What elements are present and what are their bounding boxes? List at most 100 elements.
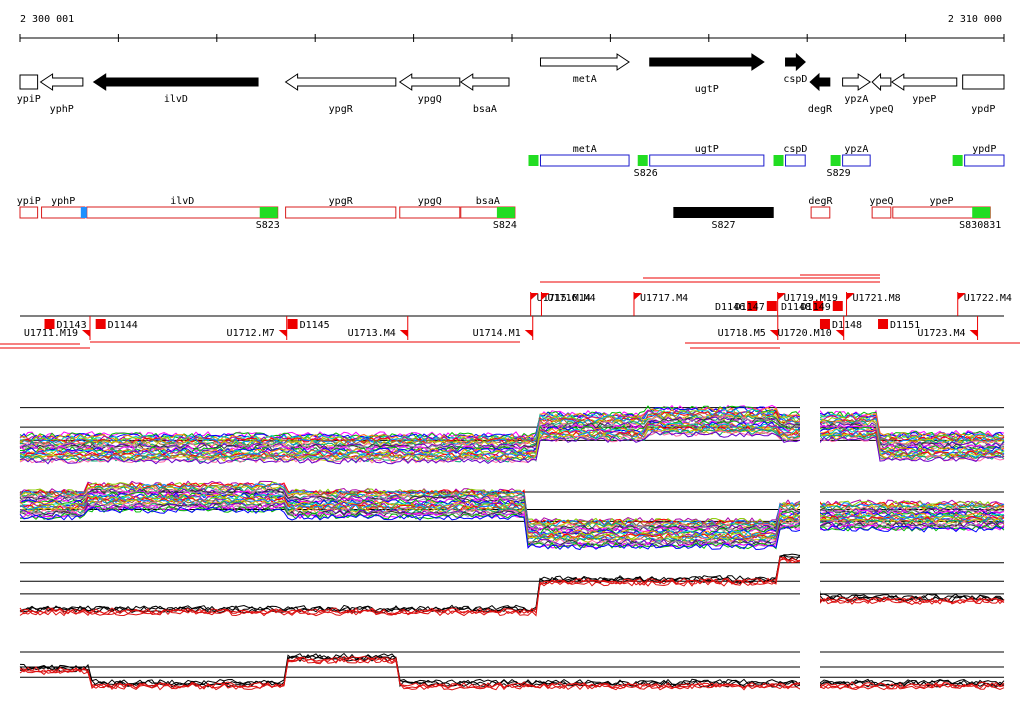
feature-marker	[530, 293, 539, 300]
feature-label: D1148	[781, 302, 811, 313]
feature-label: D1151	[890, 320, 920, 331]
profile-line	[19, 421, 1005, 455]
gene-arrow	[809, 72, 831, 92]
profile-line	[19, 556, 1005, 615]
expression-profile-panels	[19, 386, 1005, 704]
feature-marker	[878, 319, 889, 329]
feature-marker	[766, 301, 777, 311]
feature-marker	[524, 330, 533, 337]
gene-label: ypgQ	[418, 94, 442, 105]
gene-label: yphP	[50, 104, 74, 115]
transcript-label: ypeQ	[869, 196, 893, 207]
feature-label: U1713.M4	[348, 328, 396, 339]
terminator-mark	[952, 155, 963, 166]
gene-arrow	[785, 52, 806, 72]
transcript-tag: S826	[634, 168, 658, 179]
feature-marker	[832, 301, 843, 311]
transcript-label: ilvD	[170, 196, 194, 207]
profile-line	[19, 558, 1005, 617]
feature-label: D1143	[57, 320, 87, 331]
terminator-mark	[637, 155, 648, 166]
transcript-box	[399, 206, 461, 219]
feature-label: U1720.M10	[778, 328, 832, 339]
transcript-box	[41, 206, 86, 219]
gene-arrow	[890, 73, 958, 91]
profile-line	[19, 413, 1005, 448]
feature-label: U1718.M5	[718, 328, 766, 339]
transcript-tag: S823	[256, 220, 280, 231]
profile-line	[19, 554, 1005, 614]
feature-marker	[633, 293, 642, 300]
transcript-box	[842, 154, 871, 167]
feature-label: U1716.M4	[547, 293, 595, 304]
feature-marker	[44, 319, 55, 329]
gene-label: ypeP	[912, 94, 936, 105]
gene-box	[19, 74, 39, 90]
gene-arrow	[398, 73, 461, 91]
profile-gap	[800, 472, 820, 552]
terminator-mark	[496, 207, 515, 218]
transcript-box	[86, 206, 279, 219]
profile-line	[19, 652, 1005, 687]
feature-marker	[278, 330, 287, 337]
feature-marker	[82, 330, 90, 337]
feature-label: U1711.M19	[24, 328, 78, 339]
transcript-box	[810, 206, 831, 219]
feature-label: U1717.M4	[640, 293, 688, 304]
terminator-mark	[972, 207, 991, 218]
feature-marker	[819, 319, 830, 329]
feature-marker	[835, 330, 844, 337]
gene-arrow	[649, 53, 765, 71]
feature-marker	[541, 293, 550, 300]
gene-label: ilvD	[164, 94, 188, 105]
feature-label: D1144	[108, 320, 138, 331]
feature-marker	[95, 319, 106, 329]
profile-line	[19, 487, 1005, 532]
profile-line	[19, 414, 1005, 449]
feature-label: D1145	[300, 320, 330, 331]
segment-bar	[673, 207, 774, 218]
profile-line	[19, 554, 1005, 613]
transcript-label: yphP	[51, 196, 75, 207]
gene-label: ugtP	[695, 84, 719, 95]
profile-line	[19, 498, 1005, 543]
profile-line	[19, 503, 1005, 547]
transcript-box	[964, 154, 1005, 167]
terminator-mark	[259, 207, 278, 218]
profile-line	[19, 556, 1005, 616]
transcript-label: bsaA	[476, 196, 500, 207]
profile-gap	[800, 542, 820, 626]
profile-gap	[800, 634, 820, 704]
gene-arrow	[539, 53, 630, 71]
promoter-mark	[80, 207, 87, 218]
gene-arrow	[459, 73, 510, 91]
feature-marker	[969, 330, 978, 337]
feature-label: U1714.M1	[473, 328, 521, 339]
segment-track: S827	[673, 207, 774, 231]
profile-line	[19, 407, 1005, 441]
feature-marker	[777, 293, 786, 300]
profile-line	[19, 506, 1005, 551]
profile-line	[19, 656, 1005, 690]
profile-line	[19, 489, 1005, 533]
profile-line	[19, 422, 1005, 457]
transcript-tag: S829	[827, 168, 851, 179]
feature-label: U1723.M4	[917, 328, 965, 339]
feature-label: U1712.M7	[227, 328, 275, 339]
profile-line	[20, 657, 1005, 691]
gene-label: cspD	[783, 74, 807, 85]
feature-marker	[846, 293, 855, 300]
transcript-label: ypeP	[929, 196, 953, 207]
feature-label: U1719.M19	[784, 293, 838, 304]
transcript-label: ypiP	[17, 196, 41, 207]
transcript-label: metA	[573, 144, 597, 155]
profile-line	[19, 430, 1005, 464]
transcript-label: ypdP	[972, 144, 996, 155]
feature-marker	[747, 301, 758, 311]
transcript-label: ypgR	[329, 196, 354, 207]
transcript-plus-track: metA ugtP S826 cspD ypzA S829 ypdP	[528, 144, 1005, 179]
gene-arrow	[284, 73, 397, 91]
profile-line	[19, 504, 1005, 549]
transcript-label: ugtP	[695, 144, 719, 155]
